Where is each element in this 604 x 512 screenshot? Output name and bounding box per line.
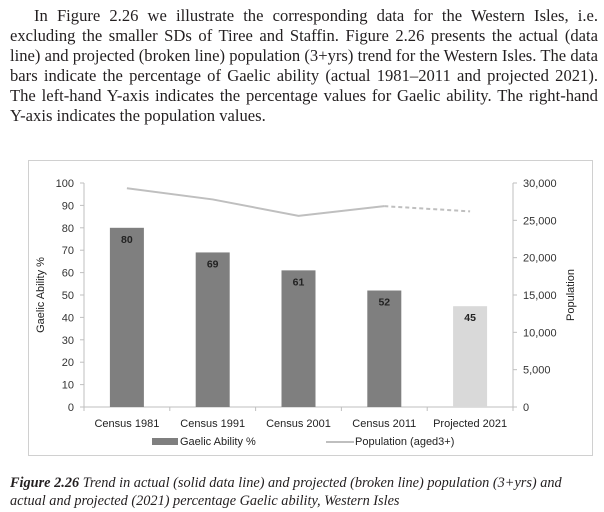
bar-data-label: 52: [378, 297, 390, 309]
x-tick-label: Census 2011: [352, 418, 416, 430]
right-tick-label: 20,000: [523, 253, 557, 265]
body-paragraph: In Figure 2.26 we illustrate the corresp…: [10, 6, 598, 126]
left-tick-label: 10: [62, 380, 74, 392]
paragraph-line: In Figure 2.26 we illustrate the corresp…: [34, 6, 598, 25]
gaelic-ability-bar: [109, 227, 144, 407]
bar-data-label: 45: [464, 312, 476, 324]
left-tick-label: 20: [62, 357, 74, 369]
population-actual-line: [126, 187, 385, 217]
paragraph-line: line) and projected (broken line) popula…: [10, 46, 567, 65]
x-tick-label: Projected 2021: [433, 418, 507, 430]
left-tick-label: 100: [56, 178, 74, 190]
gaelic-ability-bar: [195, 252, 230, 407]
caption-text: actual and projected (2021) percentage G…: [10, 493, 400, 509]
figure-caption: Figure 2.26 Trend in actual (solid data …: [10, 474, 598, 510]
left-tick-label: 50: [62, 290, 74, 302]
paragraph-line: data bars indicate the percentage of Gae…: [10, 46, 598, 85]
left-tick-label: 80: [62, 223, 74, 235]
right-tick-label: 0: [523, 402, 529, 414]
right-tick-label: 10,000: [523, 327, 557, 339]
gaelic-ability-bar: [367, 290, 402, 407]
left-tick-label: 0: [68, 402, 74, 414]
left-tick-label: 40: [62, 312, 74, 324]
gaelic-ability-bar: [281, 270, 316, 407]
bar-data-label: 80: [121, 234, 133, 246]
left-tick-label: 90: [62, 200, 74, 212]
x-tick-label: Census 2001: [266, 418, 331, 430]
left-tick-label: 30: [62, 335, 74, 347]
left-tick-label: 70: [62, 245, 74, 257]
legend-line-label: Population (aged3+): [355, 436, 454, 448]
x-tick-label: Census 1991: [180, 418, 245, 430]
bar-data-label: 61: [293, 276, 305, 288]
x-tick-label: Census 1981: [94, 418, 159, 430]
right-tick-label: 25,000: [523, 215, 557, 227]
right-tick-label: 5,000: [523, 365, 551, 377]
right-axis-title: Population: [565, 269, 577, 321]
paragraph-line: right-hand Y-axis indicates the populati…: [10, 86, 598, 125]
right-tick-label: 30,000: [523, 178, 557, 190]
legend-bar-swatch: [152, 438, 178, 445]
right-tick-label: 15,000: [523, 290, 557, 302]
population-projected-line: [384, 205, 471, 213]
gaelic-ability-bar: [453, 306, 488, 407]
caption-text: Trend in actual (solid data line) and pr…: [82, 475, 562, 491]
left-tick-label: 60: [62, 268, 74, 280]
legend-bar-label: Gaelic Ability %: [180, 436, 256, 448]
left-axis-title: Gaelic Ability %: [35, 257, 47, 333]
paragraph-line: excluding the smaller SDs of Tiree and S…: [10, 26, 598, 45]
bar-data-label: 69: [207, 258, 219, 270]
paragraph-line: 2021). The left-hand Y-axis indicates th…: [10, 66, 599, 105]
caption-label: Figure 2.26: [10, 475, 80, 491]
